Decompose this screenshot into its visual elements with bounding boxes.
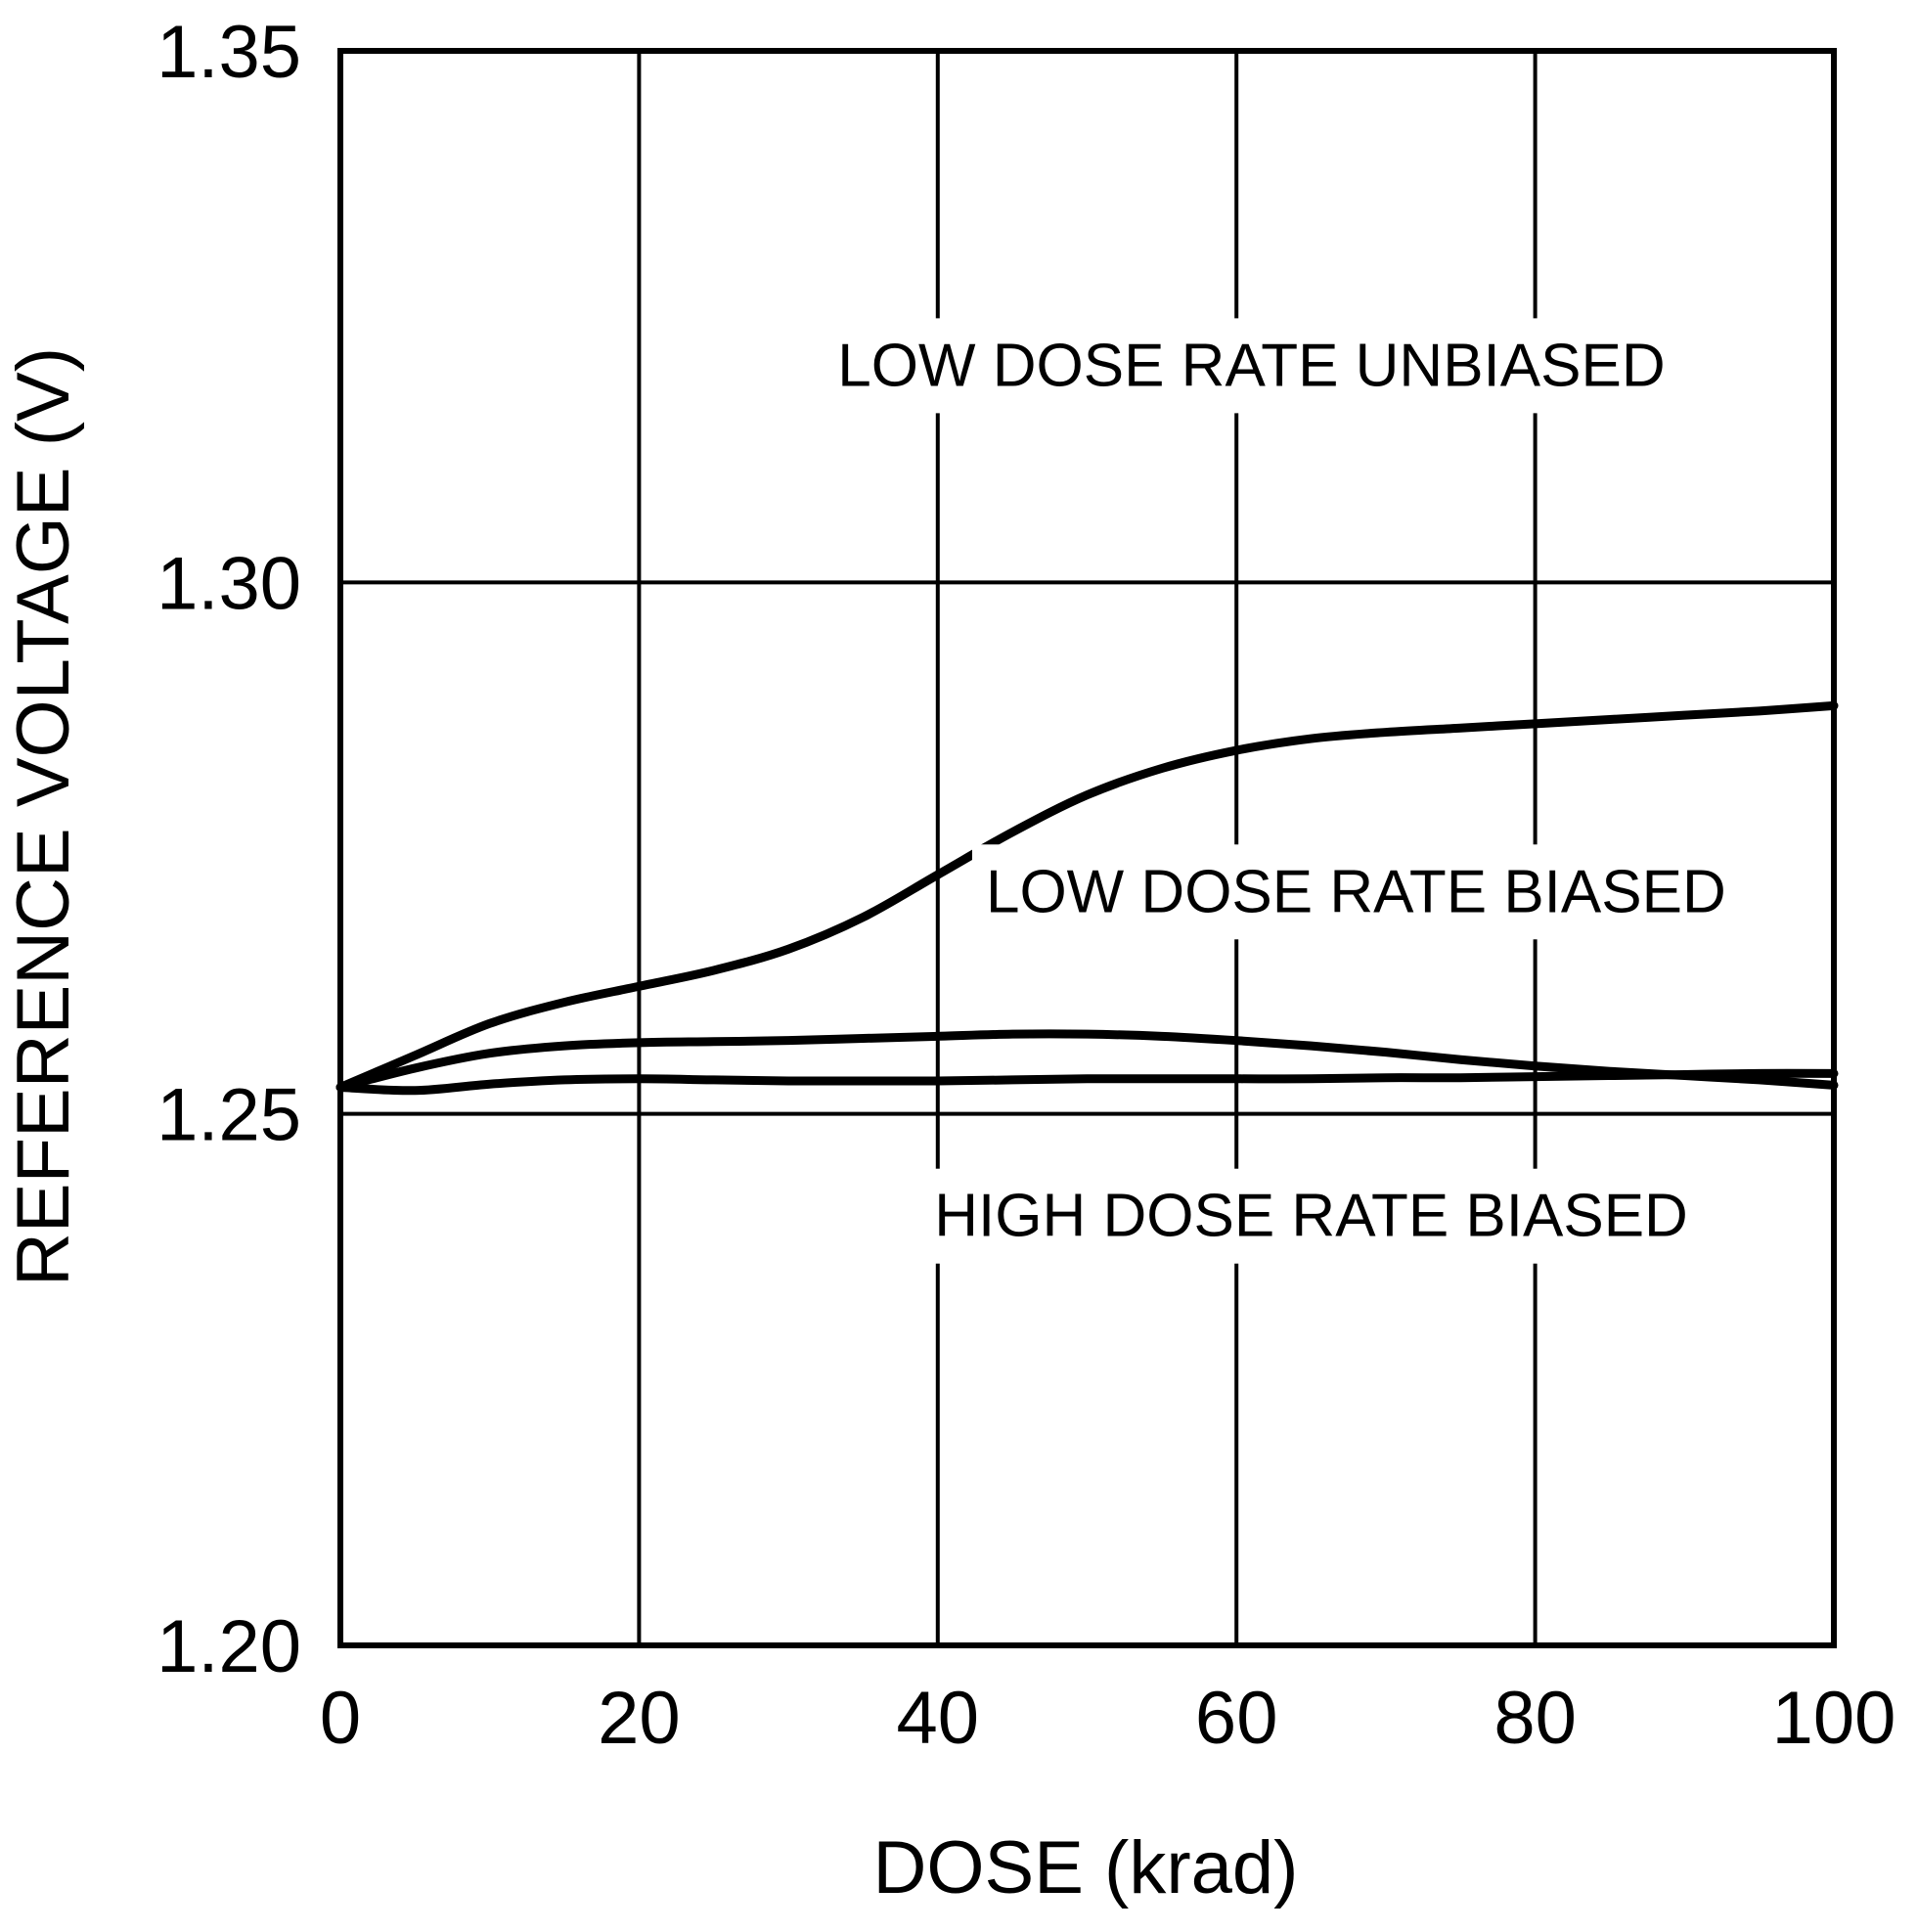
x-tick-label: 20 — [598, 1677, 681, 1760]
y-axis-title: REFERENCE VOLTAGE (V) — [2, 347, 85, 1286]
series-lines — [335, 700, 1839, 1096]
annotation-background — [971, 844, 1740, 940]
annotation-background — [920, 1168, 1702, 1264]
x-tick-label: 40 — [897, 1677, 980, 1760]
series-annotation: LOW DOSE RATE UNBIASED — [837, 332, 1665, 399]
series-line-low-dose-rate-biased — [335, 1029, 1839, 1092]
x-axis-title: DOSE (krad) — [873, 1826, 1299, 1910]
y-tick-label: 1.35 — [156, 11, 301, 94]
plot-border — [337, 48, 1837, 1648]
x-tick-label: 80 — [1493, 1677, 1577, 1760]
x-tick-label: 60 — [1195, 1677, 1278, 1760]
series-annotation: HIGH DOSE RATE BIASED — [934, 1183, 1688, 1250]
annotations: LOW DOSE RATE UNBIASED LOW DOSE RATE BIAS… — [824, 318, 1740, 1264]
series-line-low-dose-rate-unbiased — [335, 700, 1839, 1092]
y-tick-label: 1.30 — [156, 542, 301, 625]
annotation-background — [824, 318, 1679, 414]
plot-frame — [337, 48, 1837, 1648]
x-tick-label: 100 — [1772, 1677, 1896, 1760]
y-tick-label: 1.20 — [156, 1605, 301, 1688]
series-annotation: LOW DOSE RATE BIASED — [986, 858, 1726, 925]
series-line-high-dose-rate-biased — [335, 1068, 1839, 1096]
tick-labels: 0 20 40 60 80 100 1.20 1.25 1.30 1.35 — [156, 11, 1895, 1760]
y-tick-label: 1.25 — [156, 1074, 301, 1157]
x-tick-label: 0 — [320, 1677, 361, 1760]
